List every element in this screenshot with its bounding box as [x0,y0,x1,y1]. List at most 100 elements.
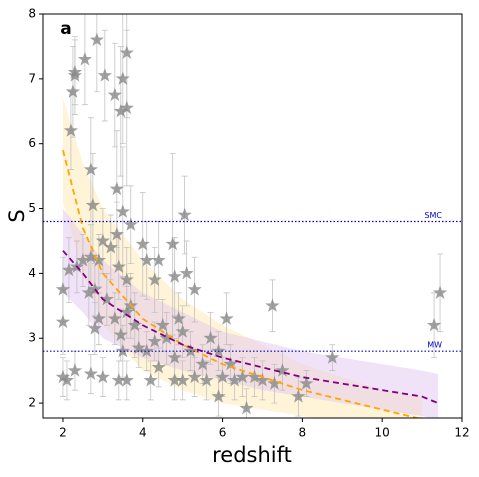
point [235,369,250,384]
fit-line [62,149,421,418]
point [97,68,112,82]
point [291,389,306,403]
y-tick-label: 6 [28,136,36,150]
point [95,369,110,384]
point [175,372,190,387]
point [83,366,99,380]
point [299,376,314,390]
point [55,369,71,384]
point [63,123,79,137]
y-axis-label: S [5,209,29,222]
point [187,369,202,384]
point [159,330,174,345]
point [139,343,154,358]
point [183,343,198,358]
point [139,252,154,267]
point [55,282,71,296]
x-tick-label: 10 [375,426,390,440]
y-tick-label: 5 [28,201,36,215]
point [203,330,218,345]
plot-frame [42,13,463,419]
point [265,298,280,312]
y-tick-label: 8 [28,7,36,21]
point [211,389,226,403]
point [109,226,124,241]
point [223,356,238,371]
point [167,372,182,387]
point [75,252,91,267]
point [135,236,150,251]
point [113,103,128,118]
error-bar [93,13,100,93]
y-tick-label: 2 [28,396,36,410]
point [55,314,71,329]
point [211,343,226,358]
point [143,372,158,387]
point [255,372,270,387]
point [177,207,192,222]
point [187,282,202,296]
confidence-band [62,208,439,418]
fits [62,149,439,418]
reference-label: SMC [424,211,442,220]
point [147,333,162,348]
point [267,376,282,390]
point [67,363,83,377]
y-tick-label: 4 [28,266,36,280]
point [83,162,99,176]
point [91,252,106,267]
point [171,311,186,325]
y-tick-label: 3 [28,331,36,345]
point [119,272,134,286]
point [239,400,254,415]
point [227,372,242,387]
point [127,317,142,332]
point [119,372,134,387]
x-tick-label: 2 [59,426,67,440]
point [167,269,182,283]
point [175,324,190,338]
point [325,350,340,364]
point [109,181,124,196]
point [199,372,214,387]
point [87,321,103,335]
point [119,100,134,115]
point [119,304,134,319]
point [247,369,262,384]
x-tick-label: 4 [139,426,147,440]
point [147,272,162,286]
point [111,372,126,387]
point [165,236,180,251]
point [131,340,146,355]
x-tick-label: 12 [454,426,469,440]
point [77,51,93,66]
point [155,317,170,332]
point [111,259,126,273]
point [99,291,114,306]
point [61,262,77,277]
point [107,87,122,102]
point [65,84,81,98]
point [87,282,103,296]
point [107,311,122,325]
point [151,359,166,374]
panel-label: a [60,19,71,39]
point [219,311,234,325]
point [91,311,106,325]
point [151,252,166,267]
point [215,369,230,384]
point [195,356,210,371]
x-tick-label: 8 [299,426,307,440]
axes: 2 4 6 8 10 12 2 3 4 5 6 7 8 [28,7,469,440]
point [179,265,194,280]
point [275,363,290,377]
point [123,217,138,231]
point [115,204,130,218]
x-axis-label: redshift [212,443,292,467]
point [113,327,128,342]
reference-lines: SMC MW [43,211,462,352]
points [55,32,448,415]
error-bars [59,13,444,419]
point [89,32,105,47]
